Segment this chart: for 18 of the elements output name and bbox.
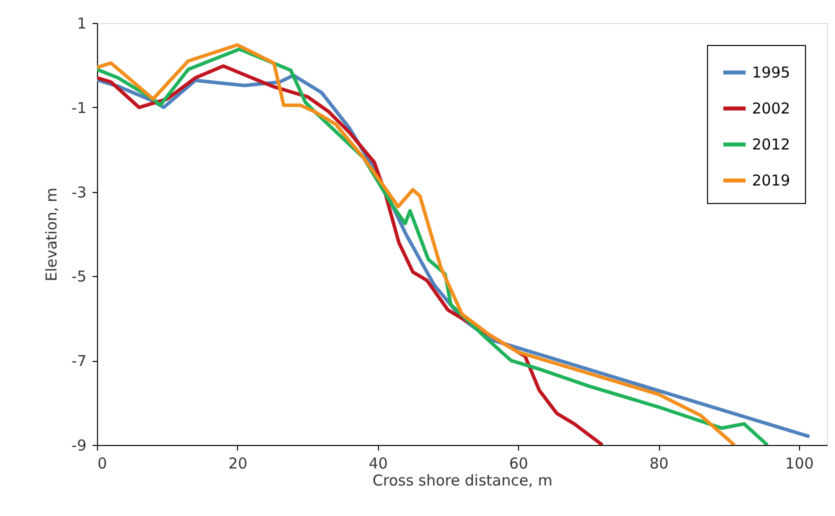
x-tick-label: 40 bbox=[368, 454, 388, 472]
y-tick-label: -1 bbox=[72, 98, 86, 117]
y-tick-label: -9 bbox=[72, 436, 86, 454]
x-axis-title: Cross shore distance, m bbox=[372, 472, 552, 490]
x-tick-label: 0 bbox=[98, 454, 108, 472]
legend-label: 2012 bbox=[752, 136, 790, 154]
x-tick-label: 100 bbox=[785, 454, 814, 472]
legend-label: 1995 bbox=[752, 64, 790, 82]
x-tick-label: 80 bbox=[649, 454, 669, 472]
x-tick-label: 60 bbox=[509, 454, 528, 472]
legend-label: 2019 bbox=[752, 172, 790, 190]
legend-label: 2002 bbox=[752, 100, 790, 118]
y-axis-title: Elevation, m bbox=[42, 188, 61, 282]
x-tick-label: 20 bbox=[228, 454, 248, 472]
y-tick-label: 1 bbox=[76, 14, 86, 32]
y-tick-label: -3 bbox=[72, 183, 86, 202]
y-tick-label: -7 bbox=[72, 352, 86, 370]
y-tick-label: -5 bbox=[72, 268, 86, 286]
